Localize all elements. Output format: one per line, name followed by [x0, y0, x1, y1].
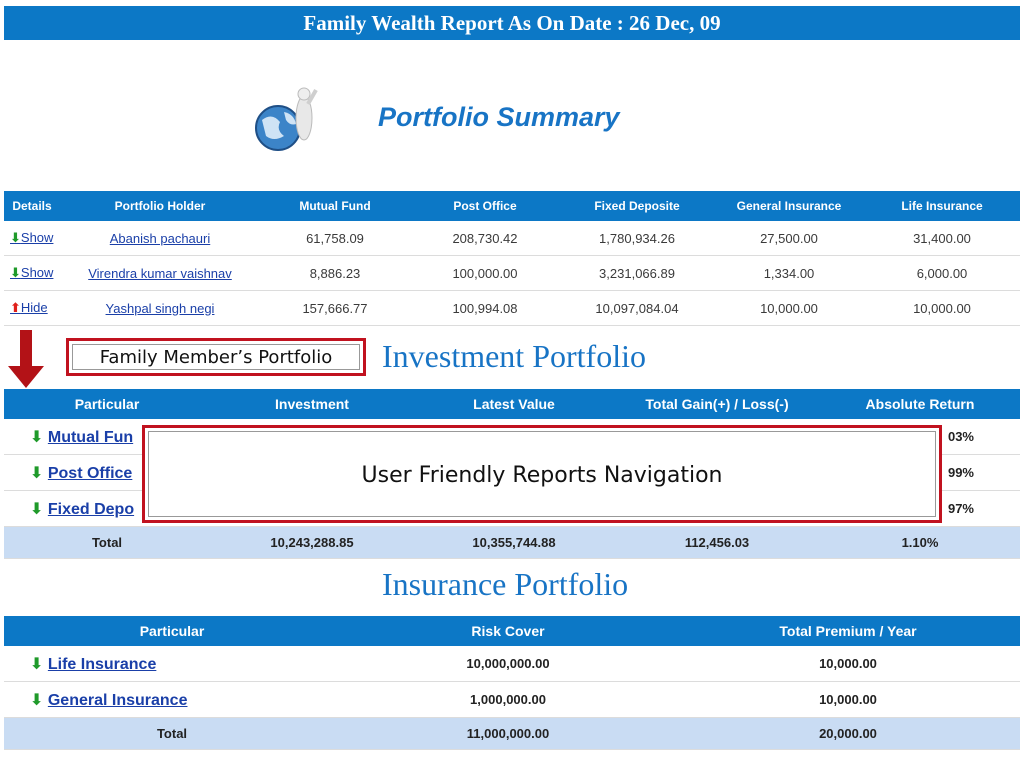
- col-details: Details: [4, 191, 60, 221]
- col-fixed-deposite: Fixed Deposite: [560, 191, 714, 221]
- green-down-arrow-icon: ⬇: [30, 691, 44, 709]
- table-row: ⬇Show Virendra kumar vaishnav 8,886.23 1…: [4, 255, 1020, 291]
- life-insurance-link[interactable]: Life Insurance: [47, 655, 157, 673]
- general-insurance-value: 27,500.00: [714, 221, 864, 256]
- premium-value: 10,000.00: [676, 646, 1020, 682]
- details-cell: ⬆Hide: [4, 290, 60, 326]
- green-down-arrow-icon: ⬇: [30, 500, 44, 518]
- col-life-insurance: Life Insurance: [864, 191, 1020, 221]
- col-latest-value: Latest Value: [414, 389, 614, 419]
- total-row: Total 10,243,288.85 10,355,744.88 112,45…: [4, 526, 1020, 559]
- navigation-callout: User Friendly Reports Navigation: [142, 425, 942, 523]
- life-insurance-value: 10,000.00: [864, 290, 1020, 326]
- details-cell: ⬇Show: [4, 255, 60, 291]
- mutual-fund-value: 8,886.23: [260, 255, 410, 291]
- mutual-fund-value: 157,666.77: [260, 290, 410, 326]
- col-investment: Investment: [210, 389, 414, 419]
- table-row: ⬇Show Abanish pachauri 61,758.09 208,730…: [4, 221, 1020, 256]
- total-risk-cover: 11,000,000.00: [340, 717, 676, 750]
- post-office-value: 100,994.08: [410, 290, 560, 326]
- details-cell: ⬇Show: [4, 221, 60, 256]
- total-investment: 10,243,288.85: [210, 526, 414, 559]
- insurance-portfolio-title: Insurance Portfolio: [382, 566, 629, 602]
- total-label: Total: [4, 717, 340, 750]
- life-insurance-value: 31,400.00: [864, 221, 1020, 256]
- investment-portfolio-title: Investment Portfolio: [382, 338, 646, 374]
- fixed-deposite-value: 1,780,934.26: [560, 221, 714, 256]
- col-particular: Particular: [4, 616, 340, 646]
- total-row: Total 11,000,000.00 20,000.00: [4, 717, 1020, 750]
- risk-cover-value: 1,000,000.00: [340, 681, 676, 718]
- green-down-arrow-icon: ⬇: [30, 655, 44, 673]
- premium-value: 10,000.00: [676, 681, 1020, 718]
- general-insurance-link[interactable]: General Insurance: [47, 691, 188, 709]
- total-gain: 112,456.03: [614, 526, 820, 559]
- portfolio-summary-header: Portfolio Summary: [232, 62, 652, 172]
- total-label: Total: [4, 526, 210, 559]
- green-down-arrow-icon: ⬇: [10, 230, 21, 245]
- holder-link[interactable]: Abanish pachauri: [109, 230, 211, 246]
- holder-link[interactable]: Yashpal singh negi: [105, 300, 215, 316]
- col-post-office: Post Office: [410, 191, 560, 221]
- total-return: 1.10%: [820, 526, 1020, 559]
- col-mutual-fund: Mutual Fund: [260, 191, 410, 221]
- mutual-fund-link[interactable]: Mutual Fun: [47, 428, 134, 446]
- green-down-arrow-icon: ⬇: [30, 464, 44, 482]
- col-total-gain-loss: Total Gain(+) / Loss(-): [614, 389, 820, 419]
- green-down-arrow-icon: ⬇: [30, 428, 44, 446]
- fixed-deposite-value: 10,097,084.04: [560, 290, 714, 326]
- col-portfolio-holder: Portfolio Holder: [60, 191, 260, 221]
- col-general-insurance: General Insurance: [714, 191, 864, 221]
- hide-link[interactable]: ⬆Hide: [10, 300, 48, 315]
- table-row: ⬇ General Insurance 1,000,000.00 10,000.…: [4, 681, 1020, 718]
- holder-link[interactable]: Virendra kumar vaishnav: [88, 265, 232, 281]
- red-down-arrow-icon: [8, 330, 44, 388]
- portfolio-summary-table: Details Portfolio Holder Mutual Fund Pos…: [4, 191, 1020, 326]
- col-absolute-return: Absolute Return: [820, 389, 1020, 419]
- col-total-premium: Total Premium / Year: [676, 616, 1020, 646]
- post-office-value: 100,000.00: [410, 255, 560, 291]
- col-risk-cover: Risk Cover: [340, 616, 676, 646]
- total-latest-value: 10,355,744.88: [414, 526, 614, 559]
- post-office-link[interactable]: Post Office: [47, 464, 133, 482]
- fixed-deposit-link[interactable]: Fixed Depo: [47, 500, 135, 518]
- show-link[interactable]: ⬇Show: [10, 230, 54, 245]
- globe-figure-icon: [255, 87, 318, 151]
- post-office-value: 208,730.42: [410, 221, 560, 256]
- table-row: ⬇ Life Insurance 10,000,000.00 10,000.00: [4, 646, 1020, 682]
- fixed-deposite-value: 3,231,066.89: [560, 255, 714, 291]
- show-link[interactable]: ⬇Show: [10, 265, 54, 280]
- red-up-arrow-icon: ⬆: [10, 300, 21, 315]
- report-title: Family Wealth Report As On Date : 26 Dec…: [4, 6, 1020, 40]
- family-member-callout-text: Family Member’s Portfolio: [72, 344, 360, 370]
- general-insurance-value: 10,000.00: [714, 290, 864, 326]
- general-insurance-value: 1,334.00: [714, 255, 864, 291]
- risk-cover-value: 10,000,000.00: [340, 646, 676, 682]
- life-insurance-value: 6,000.00: [864, 255, 1020, 291]
- total-premium: 20,000.00: [676, 717, 1020, 750]
- mutual-fund-value: 61,758.09: [260, 221, 410, 256]
- portfolio-summary-title: Portfolio Summary: [378, 102, 620, 132]
- insurance-portfolio-table: Particular Risk Cover Total Premium / Ye…: [4, 616, 1020, 750]
- table-row: ⬆Hide Yashpal singh negi 157,666.77 100,…: [4, 290, 1020, 326]
- navigation-callout-text: User Friendly Reports Navigation: [148, 431, 936, 517]
- col-particular: Particular: [4, 389, 210, 419]
- green-down-arrow-icon: ⬇: [10, 265, 21, 280]
- family-member-callout: Family Member’s Portfolio: [66, 338, 366, 376]
